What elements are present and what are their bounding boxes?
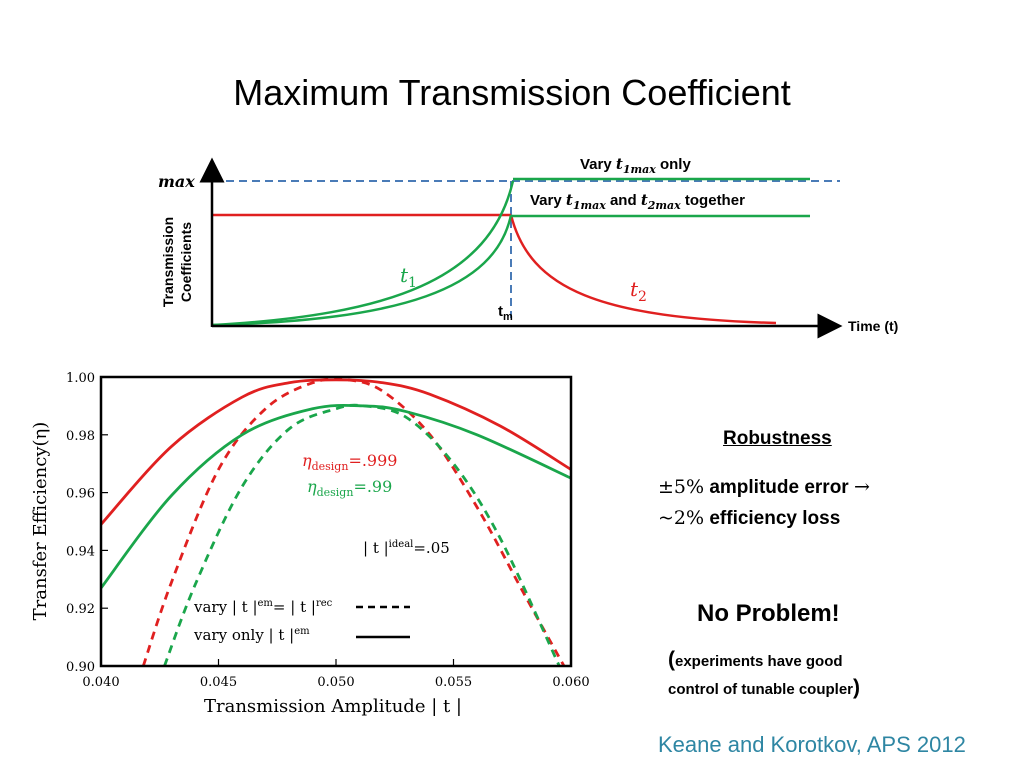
citation: Keane and Korotkov, APS 2012 — [658, 732, 966, 757]
max-label: max — [158, 172, 195, 191]
no-problem-text: No Problem! — [697, 600, 840, 627]
t1-label: t1 — [400, 263, 417, 291]
plot-frame — [99, 375, 573, 668]
note-line-2: control of tunable coupler) — [668, 676, 861, 699]
annotation-ideal: | t |ideal=.05 — [363, 539, 450, 557]
series-green-dashed — [163, 403, 561, 666]
x-tick-label: 0.060 — [552, 675, 589, 690]
y-axis-label-line2: Coefficients — [178, 222, 194, 302]
t1-curve-inner — [212, 214, 513, 327]
x-axis-label: Time (t) — [848, 318, 898, 334]
y-tick-label: 0.90 — [66, 660, 95, 675]
x-tick-label: 0.050 — [317, 675, 354, 690]
t2-decay-curve — [509, 214, 777, 325]
t2-label: t2 — [630, 277, 647, 305]
y-tick-label: 0.94 — [66, 544, 95, 559]
t1-curve-outer — [212, 180, 515, 327]
annot-vary-both: Vary t1max and t2max together — [530, 191, 745, 212]
x-tick-label: 0.055 — [435, 675, 472, 690]
annotation-green: ηdesign=.99 — [307, 477, 392, 499]
legend-dashed-label: vary | t |em= | t |rec — [193, 598, 333, 616]
plot-ylabel: Transfer Efficiency(η) — [30, 422, 51, 621]
series-red-solid — [101, 378, 571, 526]
legend-solid-label: vary only | t |em — [193, 626, 310, 644]
robustness-heading: Robustness — [723, 428, 832, 449]
y-tick-label: 0.96 — [66, 487, 95, 502]
annot-vary-t1-only: Vary t1max only — [580, 155, 691, 176]
x-tick-label: 0.045 — [200, 675, 237, 690]
schematic-diagram: max Transmission Coefficients Time (t) t… — [158, 155, 898, 339]
y-tick-label: 0.92 — [66, 602, 95, 617]
series-green-solid — [101, 403, 571, 589]
slide-title: Maximum Transmission Coefficient — [233, 72, 791, 113]
y-tick-label: 1.00 — [66, 371, 95, 386]
note-line-1: (experiments have good — [668, 648, 843, 671]
annotation-red: ηdesign=.999 — [302, 451, 397, 473]
y-tick-label: 0.98 — [66, 429, 95, 444]
robustness-line-2: ~2% efficiency loss — [658, 507, 841, 529]
robustness-line-1: ±5% amplitude error → — [658, 476, 870, 498]
y-axis-label-line1: Transmission — [160, 217, 176, 307]
x-tick-label: 0.040 — [82, 675, 119, 690]
plot-xlabel: Transmission Amplitude | t | — [204, 696, 462, 717]
tm-label: tm — [498, 303, 513, 323]
series-red-dashed — [141, 377, 566, 666]
